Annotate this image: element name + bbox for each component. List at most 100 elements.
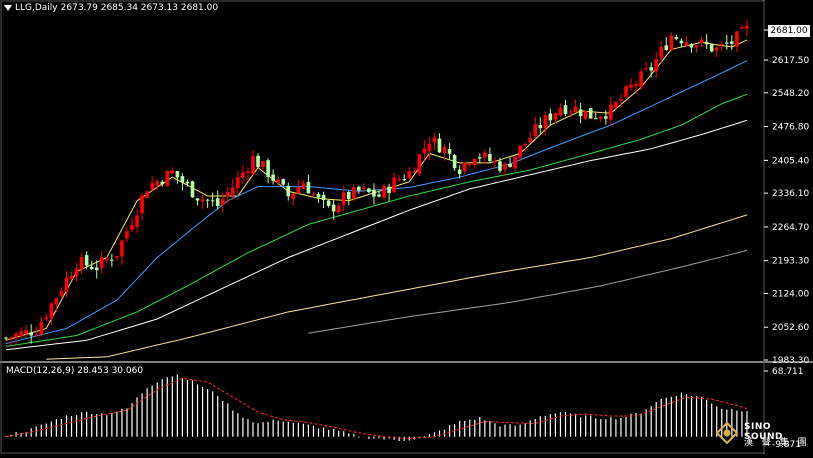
candle-body — [472, 158, 477, 166]
candle-body — [24, 329, 28, 334]
price-tick-label: 2617.50 — [772, 56, 809, 66]
candle-body — [105, 259, 109, 261]
candle-body — [54, 297, 59, 305]
candle-body — [84, 255, 89, 266]
candle-body — [251, 155, 255, 174]
candle-body — [215, 198, 220, 207]
ma5-line — [5, 39, 748, 341]
candle-body — [256, 155, 260, 168]
macd-tick-label: 68.711 — [772, 367, 804, 377]
candle-body — [29, 332, 34, 336]
candle-body — [745, 25, 749, 29]
price-tick-label: 2548.20 — [772, 89, 809, 99]
ma60-line — [5, 119, 748, 351]
ma20-line — [5, 60, 748, 345]
candle-body — [392, 177, 396, 193]
candle-body — [195, 198, 200, 201]
candle-body — [311, 193, 316, 195]
candle-body — [614, 102, 618, 108]
candle-body — [39, 322, 44, 335]
candle-body — [160, 181, 165, 185]
candle-body — [714, 47, 719, 51]
candle-body — [362, 187, 366, 190]
candle-body — [231, 187, 235, 195]
candle-body — [190, 181, 195, 198]
candle-body — [427, 143, 432, 152]
candle-body — [699, 39, 704, 43]
macd-signal-line — [5, 377, 748, 440]
candle-body — [9, 337, 13, 339]
candle-body — [437, 138, 442, 153]
candle-body — [115, 256, 119, 258]
candle-body — [412, 171, 417, 173]
candle-body — [709, 44, 714, 52]
candle-body — [286, 185, 291, 197]
candle-body — [49, 303, 54, 319]
price-tick-label: 2476.80 — [772, 123, 809, 133]
price-tick-label: 2124.00 — [772, 289, 809, 299]
candle-body — [689, 44, 694, 48]
candle-body — [94, 267, 99, 271]
candle-body — [583, 111, 588, 119]
candle-body — [205, 199, 210, 201]
candle-body — [674, 37, 679, 39]
candle-body — [241, 172, 245, 178]
candle-body — [679, 40, 684, 44]
candle-body — [462, 162, 467, 172]
candle-body — [659, 47, 664, 58]
candle-body — [457, 169, 462, 174]
candle-body — [351, 187, 356, 199]
price-tick-label: 2264.70 — [772, 223, 809, 233]
candle-body — [377, 194, 381, 197]
candle-body — [543, 115, 548, 129]
candle-body — [150, 183, 154, 190]
collapse-triangle-icon[interactable] — [4, 5, 12, 11]
candle-body — [447, 148, 452, 154]
macd-tick-label: -9.871 — [772, 440, 801, 450]
symbol-label: LLG,Daily — [15, 3, 58, 13]
candle-body — [225, 192, 230, 197]
candle-body — [296, 187, 301, 194]
candle-body — [432, 137, 437, 143]
candle-body — [74, 268, 79, 277]
candle-body — [321, 194, 326, 200]
candle-body — [467, 164, 472, 166]
last-price-badge: 2681.00 — [768, 25, 810, 37]
candle-body — [200, 199, 205, 202]
candle-body — [34, 334, 39, 336]
candle-body — [684, 42, 689, 46]
candle-body — [336, 205, 341, 213]
candle-body — [367, 188, 371, 193]
candle-body — [79, 256, 84, 270]
candle-body — [165, 171, 170, 187]
macd-header: MACD(12,26,9) 28.453 30.060 — [6, 366, 144, 376]
price-tick-label: 2193.30 — [772, 257, 809, 267]
candle-body — [508, 163, 512, 167]
candle-body — [629, 84, 633, 88]
candle-body — [478, 157, 482, 159]
candle-body — [180, 176, 185, 183]
candle-body — [649, 67, 653, 71]
candle-body — [442, 146, 447, 154]
candle-body — [513, 156, 517, 169]
candle-body — [704, 41, 709, 45]
candle-body — [276, 179, 280, 183]
candle-body — [382, 185, 386, 198]
candle-body — [387, 186, 391, 193]
candle-body — [588, 108, 593, 119]
candle-body — [69, 275, 74, 280]
candle-body — [417, 154, 422, 174]
candle-body — [346, 191, 351, 200]
candle-body — [281, 179, 286, 185]
candle-body — [548, 113, 553, 121]
candle-body — [619, 98, 623, 101]
candle-body — [639, 71, 643, 87]
candle-body — [669, 35, 674, 51]
candle-body — [236, 177, 240, 189]
candle-body — [730, 41, 734, 44]
candle-body — [568, 111, 573, 113]
candle-body — [664, 45, 669, 50]
candle-body — [301, 183, 306, 189]
